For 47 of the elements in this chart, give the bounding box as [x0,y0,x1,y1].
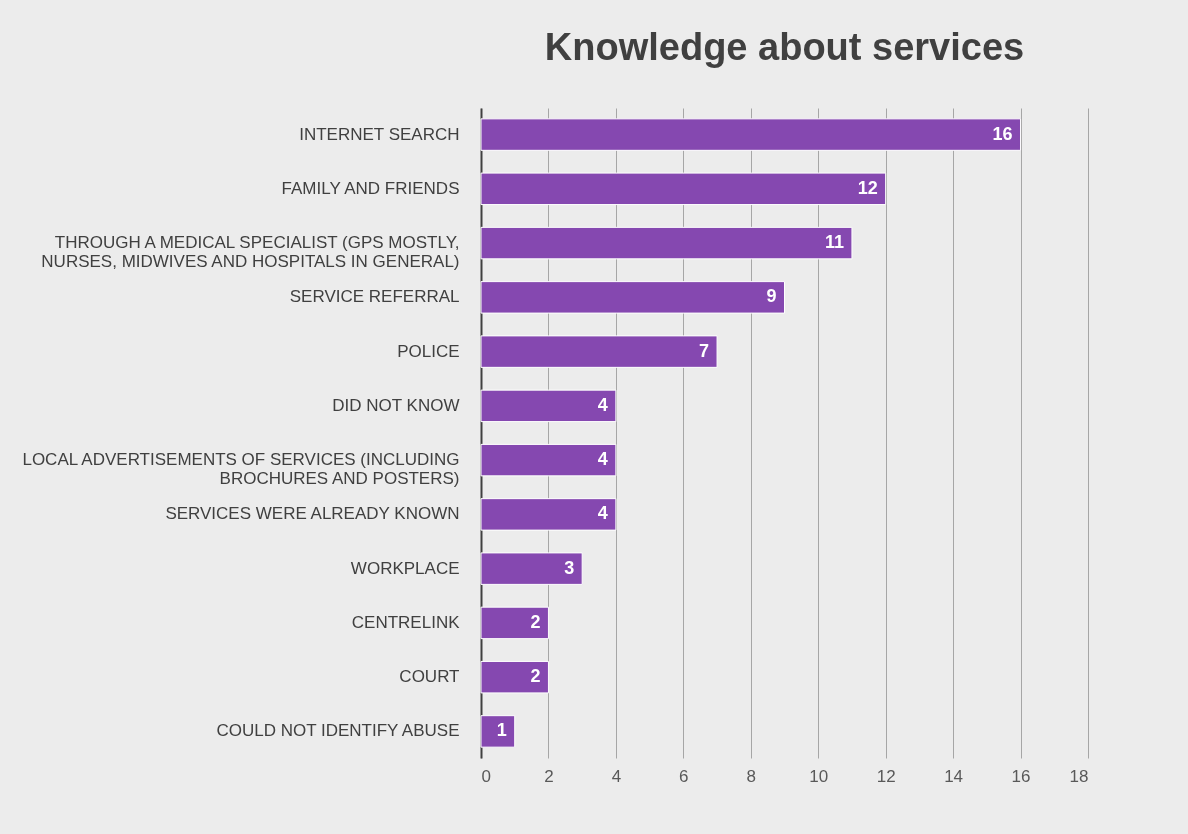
y-tick-label: WORKPLACE [350,558,460,578]
bar [480,226,853,260]
data-label: 2 [530,611,541,632]
y-tick-label: LOCAL ADVERTISEMENTS OF SERVICES (INCLUDING BROCHURES AND POSTERS) [22,450,460,489]
x-tick-label: 10 [809,766,829,786]
bar [480,606,549,640]
bar [480,660,549,694]
bar [480,552,583,585]
y-tick-label: CENTRELINK [351,612,461,632]
x-tick-label: 12 [876,766,896,786]
x-tick-label: 6 [679,766,689,786]
data-label: 11 [824,232,844,253]
bar [480,498,617,531]
bar [480,715,516,748]
bar [480,118,1022,151]
data-label: 2 [530,666,541,687]
bar [480,389,617,423]
x-tick-label: 18 [1069,766,1089,786]
y-tick-label: COULD NOT IDENTIFY ABUSE [216,721,460,741]
x-tick-label: 14 [944,766,964,786]
y-tick-label: DID NOT KNOW [332,395,460,415]
y-tick-label: FAMILY AND FRIENDS [281,178,460,198]
bar [480,443,617,477]
bar [480,281,785,314]
data-label: 3 [564,557,575,578]
data-label: 9 [766,286,777,307]
y-tick-label: POLICE [397,341,460,361]
bar [480,172,887,206]
data-label: 4 [597,503,608,524]
data-label: 16 [992,123,1013,144]
bar [480,335,718,368]
y-tick-label: SERVICE REFERRAL [289,287,460,307]
data-label: 4 [597,394,608,415]
data-label: 4 [597,449,608,470]
y-tick-label: COURT [399,667,460,687]
x-tick-label: 2 [544,766,554,786]
x-tick-label: 16 [1011,766,1031,786]
y-tick-label: THROUGH A MEDICAL SPECIALIST (GPS MOSTLY, NURSES, MIDWIVES AND HOSPITALS IN GENERAL) [41,233,460,272]
data-label: 1 [496,720,507,741]
y-tick-label: INTERNET SEARCH [299,124,460,144]
chart-title: Knowledge about services [544,26,1025,68]
x-tick-label: 8 [746,766,757,786]
x-tick-label: 4 [611,766,622,786]
y-tick-label: SERVICES WERE ALREADY KNOWN [165,504,460,524]
x-tick-label: 0 [481,766,491,786]
data-label: 12 [857,177,878,198]
data-label: 7 [699,340,710,361]
